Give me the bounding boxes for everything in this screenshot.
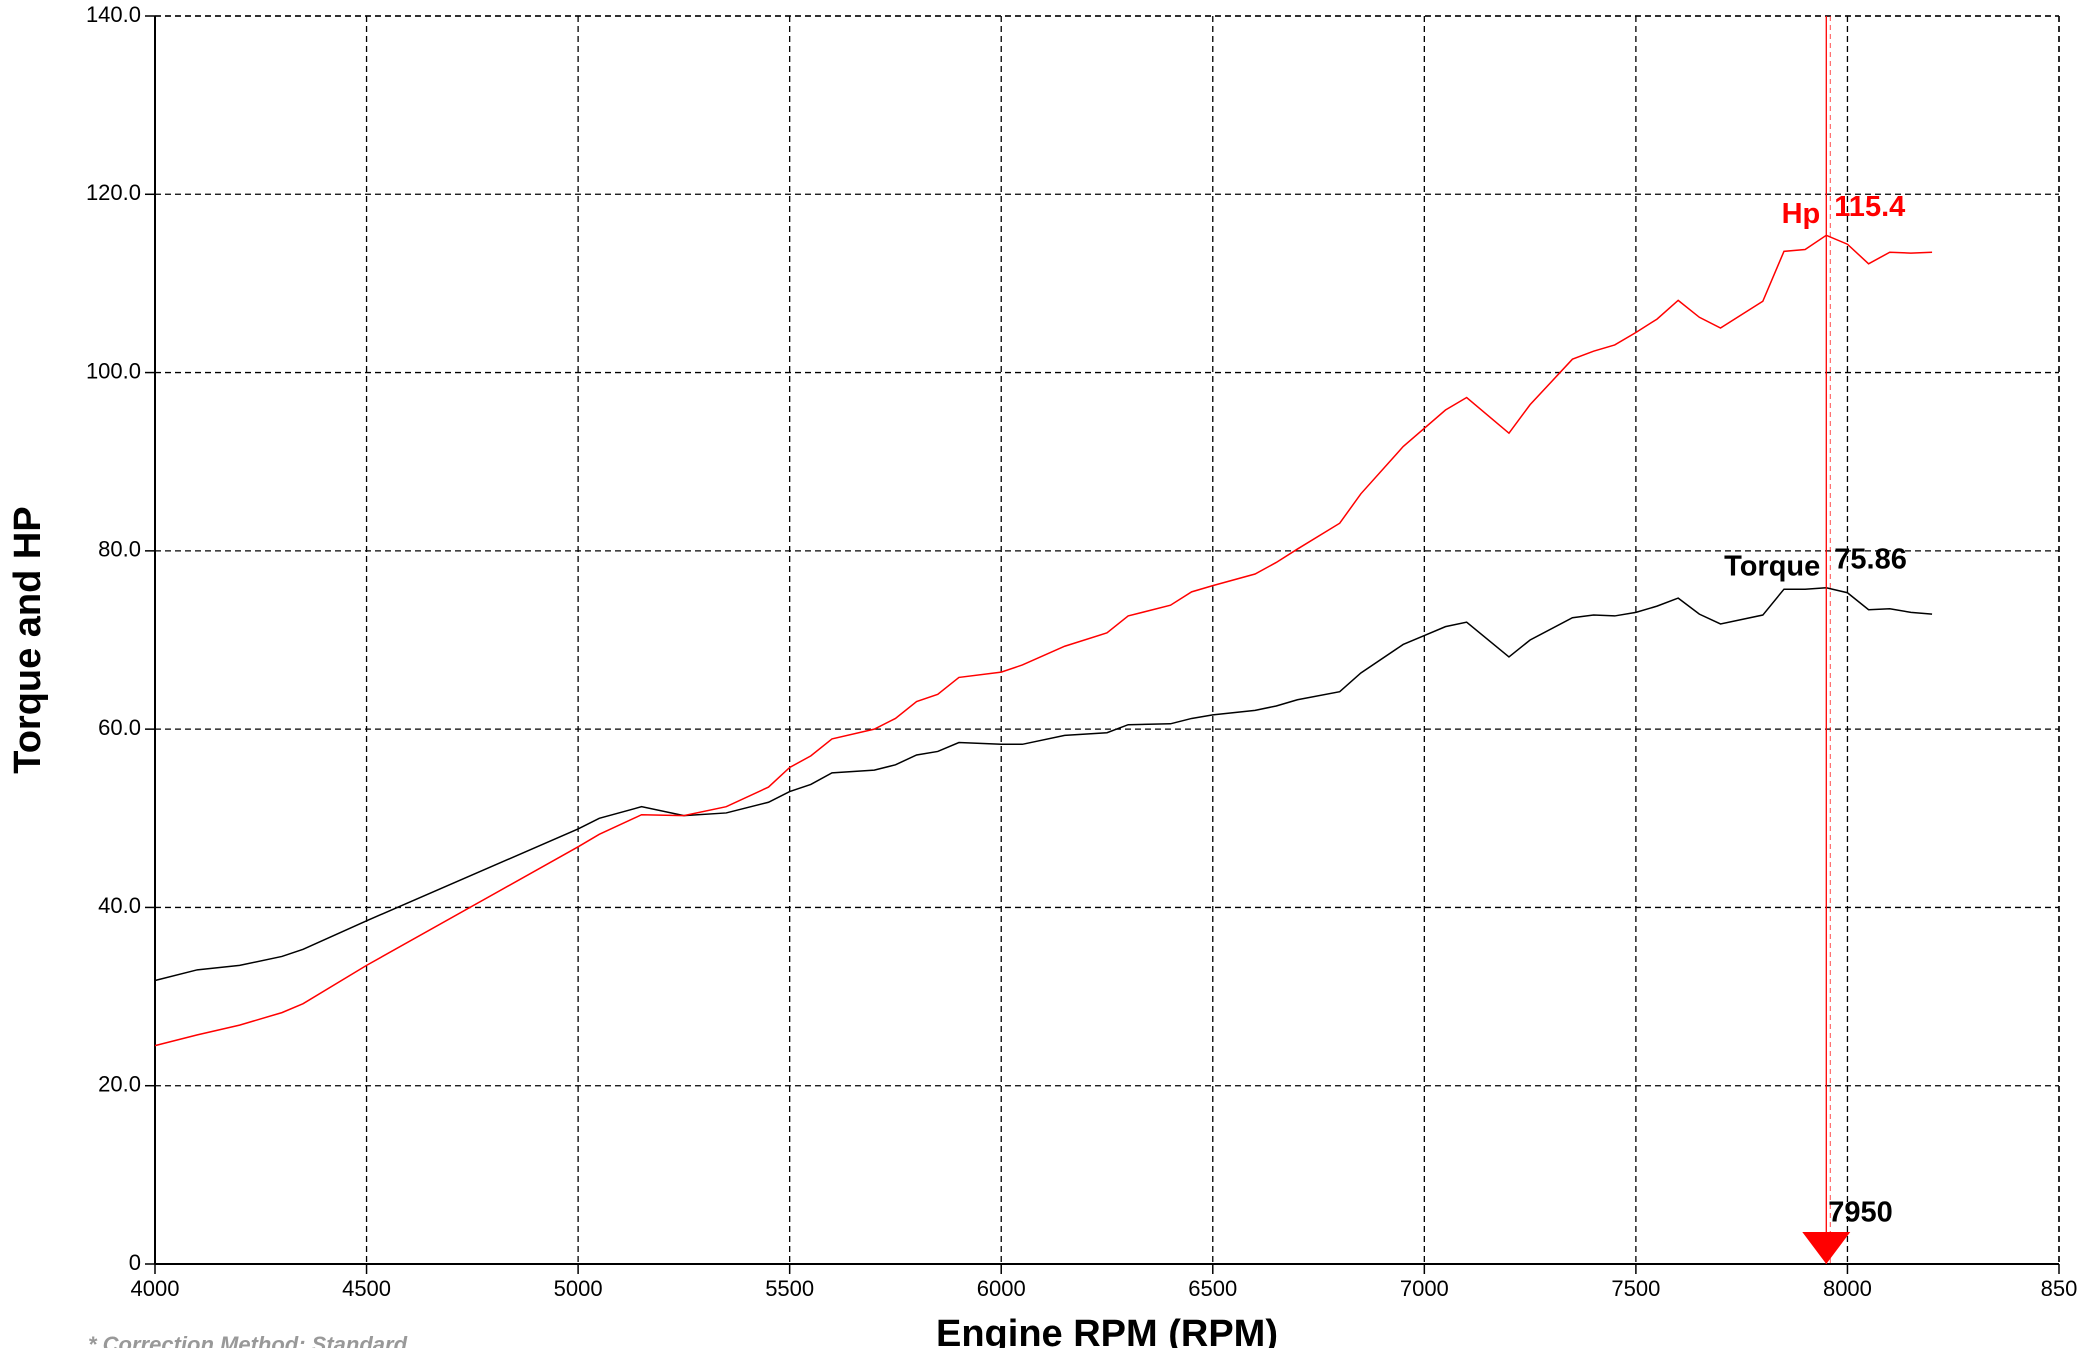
x-tick-label: 7000: [1400, 1276, 1449, 1301]
cursor-marker: [1802, 1232, 1851, 1264]
x-axis-title: Engine RPM (RPM): [936, 1313, 1278, 1348]
x-tick-label: 6000: [977, 1276, 1026, 1301]
series-line: [154, 234, 1933, 1047]
series-label: Torque: [1724, 550, 1820, 582]
cursor-label: 7950: [1828, 1197, 1893, 1229]
x-tick-label: 8000: [1823, 1276, 1872, 1301]
series-label: Hp: [1782, 198, 1821, 230]
y-tick-label: 0: [129, 1250, 141, 1275]
y-tick-label: 100.0: [86, 358, 141, 383]
y-tick-label: 140.0: [86, 2, 141, 27]
footnote: * Correction Method: Standard: [88, 1332, 408, 1348]
y-tick-label: 40.0: [98, 893, 141, 918]
x-tick-label: 7500: [1611, 1276, 1660, 1301]
y-tick-label: 20.0: [98, 1072, 141, 1097]
y-tick-label: 60.0: [98, 715, 141, 740]
y-axis-title: Torque and HP: [7, 506, 49, 773]
series-line: [154, 587, 1933, 982]
peak-value-label: 115.4: [1834, 191, 1905, 223]
x-tick-label: 6500: [1188, 1276, 1237, 1301]
x-tick-label: 850: [2041, 1276, 2078, 1301]
x-tick-label: 5500: [765, 1276, 814, 1301]
x-tick-label: 4000: [131, 1276, 180, 1301]
y-tick-label: 120.0: [86, 180, 141, 205]
x-tick-label: 4500: [342, 1276, 391, 1301]
peak-value-label: 75.86: [1834, 543, 1907, 575]
x-tick-label: 5000: [554, 1276, 603, 1301]
y-tick-label: 80.0: [98, 537, 141, 562]
